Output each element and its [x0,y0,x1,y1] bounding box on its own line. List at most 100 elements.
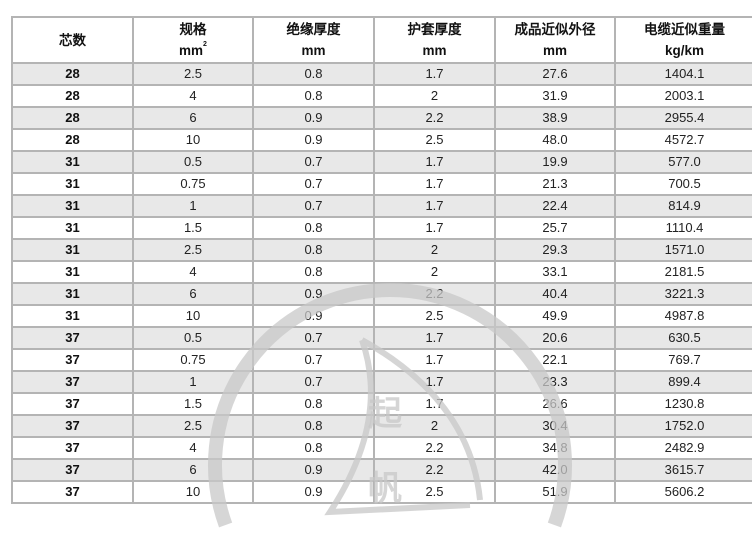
column-unit: mm2 [134,40,252,61]
table-cell: 2.5 [132,62,254,86]
table-row: 31 10 0.9 2.5 49.9 4987.8 [11,304,752,328]
table-cell: 769.7 [614,348,752,372]
table-cell: 2.5 [373,304,496,328]
table-cell: 26.6 [494,392,616,416]
table-cell: 2003.1 [614,84,752,108]
table-cell: 577.0 [614,150,752,174]
table-cell: 22.1 [494,348,616,372]
column-header: 电缆近似重量 kg/km [614,16,752,64]
table-cell: 25.7 [494,216,616,240]
column-unit: mm [254,40,373,61]
table-cell: 34.8 [494,436,616,460]
table-cell: 37 [11,414,134,438]
table-cell: 37 [11,480,134,504]
table-cell: 1.7 [373,392,496,416]
table-cell: 28 [11,62,134,86]
column-title: 护套厚度 [407,22,462,37]
table-cell: 1.7 [373,370,496,394]
table-cell: 1.5 [132,216,254,240]
table-cell: 23.3 [494,370,616,394]
table-cell: 19.9 [494,150,616,174]
table-cell: 0.8 [252,414,375,438]
column-header: 规格 mm2 [132,16,254,64]
table-cell: 37 [11,348,134,372]
table-cell: 0.7 [252,348,375,372]
table-cell: 1.7 [373,62,496,86]
table-cell: 4987.8 [614,304,752,328]
table-cell: 4 [132,84,254,108]
column-title: 电缆近似重量 [644,22,725,37]
table-row: 28 2.5 0.8 1.7 27.6 1404.1 [11,62,752,86]
table-cell: 1 [132,194,254,218]
table-cell: 51.9 [494,480,616,504]
table-cell: 0.9 [252,304,375,328]
table-cell: 2.2 [373,106,496,130]
table-row: 37 1 0.7 1.7 23.3 899.4 [11,370,752,394]
table-cell: 2.5 [373,480,496,504]
table-cell: 4 [132,436,254,460]
table-row: 28 4 0.8 2 31.9 2003.1 [11,84,752,108]
table-row: 37 1.5 0.8 1.7 26.6 1230.8 [11,392,752,416]
table-cell: 31 [11,304,134,328]
table-cell: 1.5 [132,392,254,416]
table-cell: 31 [11,282,134,306]
table-cell: 0.5 [132,150,254,174]
table-cell: 2.2 [373,436,496,460]
unit-text: mm [301,43,326,58]
table-cell: 31.9 [494,84,616,108]
table-cell: 0.75 [132,172,254,196]
table-cell: 1.7 [373,172,496,196]
table-cell: 31 [11,216,134,240]
header-row: 芯数 规格 mm2 绝缘厚度 mm 护套厚度 mm 成品近似外径 mm 电缆近似重量 kg/km [11,16,752,64]
table-cell: 1571.0 [614,238,752,262]
table-cell: 48.0 [494,128,616,152]
column-title: 芯数 [59,32,86,48]
table-cell: 814.9 [614,194,752,218]
table-cell: 20.6 [494,326,616,350]
column-unit: kg/km [616,40,752,61]
table-cell: 0.9 [252,282,375,306]
table-cell: 6 [132,458,254,482]
column-title: 成品近似外径 [514,22,596,37]
table-cell: 37 [11,326,134,350]
table-cell: 0.8 [252,392,375,416]
table-cell: 37 [11,458,134,482]
table-cell: 37 [11,392,134,416]
column-unit: mm [496,40,614,61]
table-row: 31 0.75 0.7 1.7 21.3 700.5 [11,172,752,196]
table-row: 31 1 0.7 1.7 22.4 814.9 [11,194,752,218]
table-cell: 0.8 [252,84,375,108]
unit-text: mm [179,43,204,58]
unit-superscript: 2 [203,41,207,48]
table-cell: 0.5 [132,326,254,350]
table-cell: 0.7 [252,370,375,394]
column-header: 成品近似外径 mm [494,16,616,64]
table-cell: 2.2 [373,282,496,306]
table-cell: 2482.9 [614,436,752,460]
table-cell: 49.9 [494,304,616,328]
table-cell: 630.5 [614,326,752,350]
table-row: 37 0.75 0.7 1.7 22.1 769.7 [11,348,752,372]
table-cell: 1752.0 [614,414,752,438]
table-cell: 2181.5 [614,260,752,284]
table-row: 28 10 0.9 2.5 48.0 4572.7 [11,128,752,152]
table-cell: 5606.2 [614,480,752,504]
table-cell: 2.2 [373,458,496,482]
table-cell: 10 [132,480,254,504]
table-cell: 0.8 [252,238,375,262]
table-cell: 31 [11,150,134,174]
table-cell: 0.9 [252,480,375,504]
table-cell: 899.4 [614,370,752,394]
table-cell: 2.5 [132,414,254,438]
table-cell: 40.4 [494,282,616,306]
table-cell: 2955.4 [614,106,752,130]
table-cell: 33.1 [494,260,616,284]
table-cell: 10 [132,128,254,152]
table-cell: 42.0 [494,458,616,482]
table-cell: 4572.7 [614,128,752,152]
table-cell: 37 [11,436,134,460]
unit-text: kg/km [664,43,705,58]
table-cell: 2.5 [132,238,254,262]
table-cell: 3221.3 [614,282,752,306]
table-row: 37 0.5 0.7 1.7 20.6 630.5 [11,326,752,350]
